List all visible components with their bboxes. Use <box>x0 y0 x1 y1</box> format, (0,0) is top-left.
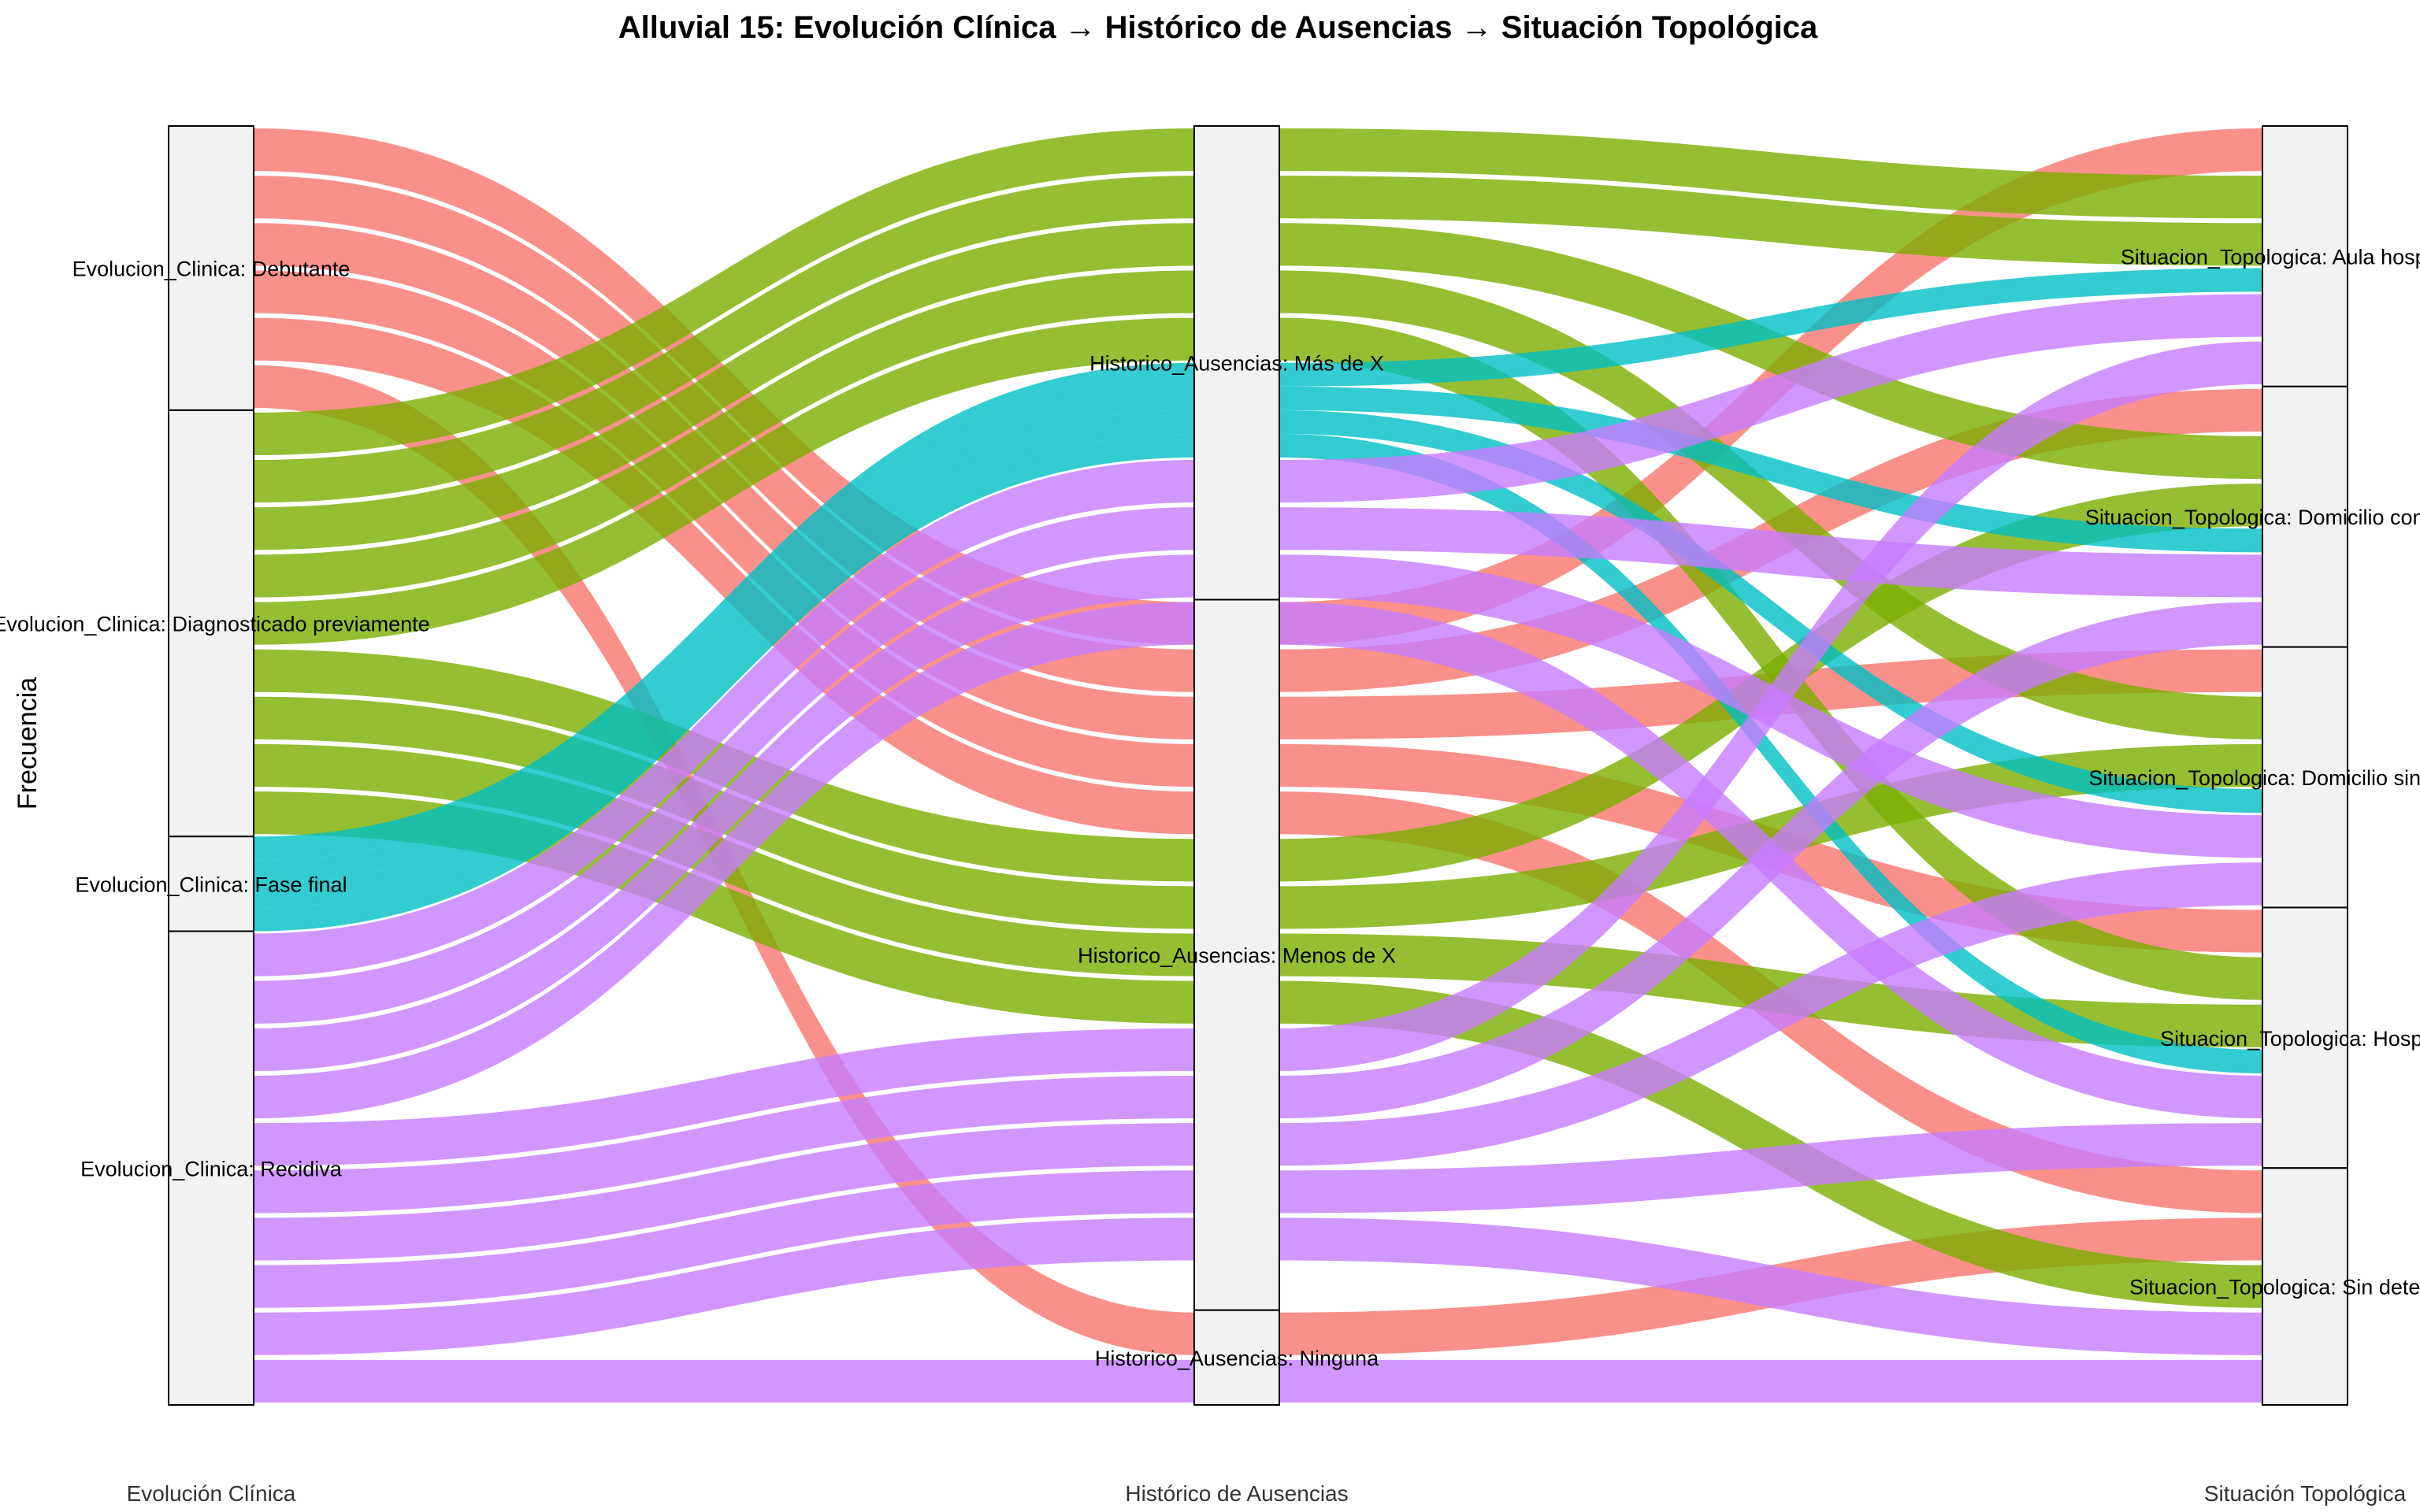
stratum-label: Evolucion_Clinica: Diagnosticado previam… <box>0 613 430 636</box>
strata-layer: Evolucion_Clinica: Debutante Evolucion_Cl… <box>0 125 2420 1406</box>
flow-ribbon <box>1279 1123 2262 1214</box>
flow-ribbon <box>1279 1359 2262 1403</box>
stratum-label: Situacion_Topologica: Sin determinar <box>2129 1276 2420 1299</box>
stratum-box <box>1193 1309 1280 1406</box>
flow-ribbon <box>254 223 1194 550</box>
flow-ribbon <box>254 317 1194 645</box>
flow-ribbon <box>254 270 1194 598</box>
flow-ribbon <box>254 270 1194 788</box>
y-axis-label: Frecuencia <box>13 677 43 810</box>
flow-ribbon <box>254 1028 1194 1166</box>
axis-name-label: Histórico de Ausencias <box>1125 1481 1348 1506</box>
flow-ribbon <box>1279 386 2262 553</box>
axis-name-label: Situación Topológica <box>2204 1481 2407 1506</box>
stratum-box <box>168 409 254 838</box>
axis-name-label: Evolución Clínica <box>127 1481 296 1506</box>
flow-ribbon <box>1279 980 2262 1308</box>
flow-ribbon <box>1279 176 2262 266</box>
stratum-box <box>1193 598 1280 1311</box>
flow-ribbon <box>1279 862 2262 1166</box>
flow-ribbon <box>1279 433 2262 1073</box>
stratum-box <box>2262 125 2348 387</box>
flow-ribbon <box>254 362 1194 861</box>
flow-ribbon <box>254 460 1194 976</box>
flow-ribbon <box>1279 317 2262 1000</box>
stratum-box <box>2262 1167 2348 1406</box>
chart-title: Alluvial 15: Evolución Clínica → Históri… <box>618 10 1818 45</box>
flow-ribbon <box>254 386 1194 884</box>
stratum-box <box>2262 906 2348 1169</box>
flow-ribbon <box>254 1359 1194 1403</box>
stratum-label: Evolucion_Clinica: Recidiva <box>80 1157 343 1180</box>
flow-ribbon <box>1279 507 2262 598</box>
stratum-box <box>2262 385 2348 648</box>
flow-ribbon <box>254 410 1194 908</box>
flow-ribbon <box>1279 602 2262 1119</box>
flow-layer <box>254 128 2262 1403</box>
flow-ribbon <box>254 507 1194 1024</box>
stratum-label: Situacion_Topologica: Domicilio con asis… <box>2085 506 2420 529</box>
flow-ribbon <box>1279 270 2262 739</box>
flow-ribbon <box>1279 1217 2262 1355</box>
stratum-label: Historico_Ausencias: Menos de X <box>1078 944 1396 968</box>
flow-ribbon <box>1279 484 2262 882</box>
flow-ribbon <box>1279 294 2262 503</box>
stratum-box <box>168 836 254 932</box>
flow-ribbon <box>1279 268 2262 387</box>
flow-ribbon <box>254 176 1194 503</box>
stratum-box <box>168 930 254 1406</box>
stratum-label: Situacion_Topologica: Domicilio sin asis… <box>2088 766 2420 790</box>
stratum-label: Historico_Ausencias: Ninguna <box>1095 1347 1379 1370</box>
axis-label-layer: Evolución Clínica Histórico de Ausencias S… <box>127 1481 2407 1506</box>
stratum-label: Historico_Ausencias: Más de X <box>1089 352 1384 376</box>
stratum-label: Situacion_Topologica: Hospital <box>2160 1027 2420 1051</box>
flow-ribbon <box>254 554 1194 1071</box>
flow-ribbon <box>1279 410 2262 813</box>
flow-ribbon <box>254 1123 1194 1261</box>
stratum-label: Evolucion_Clinica: Debutante <box>72 257 351 280</box>
flow-ribbon <box>254 317 1194 835</box>
stratum-label: Evolucion_Clinica: Fase final <box>75 873 347 896</box>
flow-ribbon <box>254 1217 1194 1355</box>
flow-ribbon <box>254 128 1194 456</box>
flow-ribbon <box>254 1170 1194 1308</box>
flow-ribbon <box>254 602 1194 1119</box>
flow-ribbon <box>1279 128 2262 219</box>
stratum-box <box>2262 646 2348 909</box>
flow-ribbon <box>254 1075 1194 1214</box>
flow-ribbon <box>1279 341 2262 1071</box>
stratum-label: Situacion_Topologica: Aula hospitalaria <box>2121 245 2420 269</box>
flow-ribbon <box>254 433 1194 932</box>
